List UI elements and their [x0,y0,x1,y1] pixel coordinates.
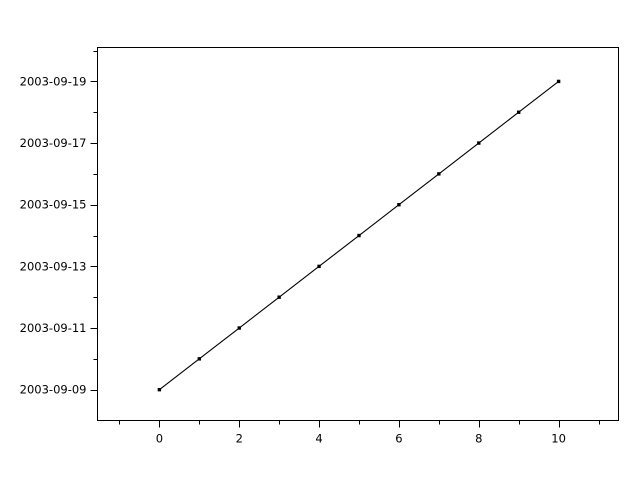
y-tick-label: 2003-09-15 [20,198,87,212]
y-tick-label: 2003-09-13 [20,259,87,273]
data-point-marker: 7, 2003-09-16 [437,172,441,176]
y-tick-label: 2003-09-19 [20,74,87,88]
x-tick-label: 10 [551,432,566,446]
data-point-marker: 5, 2003-09-14 [357,233,361,238]
plot-border [96,46,620,422]
y-axis-tick-labels: 2003-09-09 2003-09-11 2003-09-13 2003-09-15… [20,74,87,396]
data-point-marker: 3, 2003-09-12 [277,295,281,299]
x-tick-label: 4 [315,432,322,446]
data-point-marker: 6, 2003-09-15 [397,203,401,207]
x-tick-label: 8 [475,432,482,446]
x-tick-label: 6 [395,432,402,446]
data-point-marker: 8, 2003-09-17 [477,141,481,145]
plot-frame [96,46,620,422]
data-point-marker: 1, 2003-09-10 [197,357,201,361]
data-point-marker: 2, 2003-09-11 [237,326,241,330]
data-point-marker: 9, 2003-09-18 [516,110,521,114]
y-tick-label: 2003-09-09 [20,383,87,397]
x-axis-tick-labels: 0 2 4 6 8 10 [156,432,566,446]
data-point-marker: 4, 2003-09-13 [317,264,321,269]
data-point-marker: 0, 2003-09-09 [157,387,162,392]
x-tick-label: 2 [236,432,243,446]
y-tick-label: 2003-09-11 [20,321,87,335]
x-tick-label: 0 [156,432,163,446]
y-axis-ticks [90,50,98,392]
data-series: 0, 2003-09-09 1, 2003-09-10 2, 2003-09-11 3… [157,79,561,392]
x-axis-ticks [118,420,601,428]
data-point-marker: 10, 2003-09-19 [556,79,561,84]
y-tick-label: 2003-09-17 [20,136,87,150]
